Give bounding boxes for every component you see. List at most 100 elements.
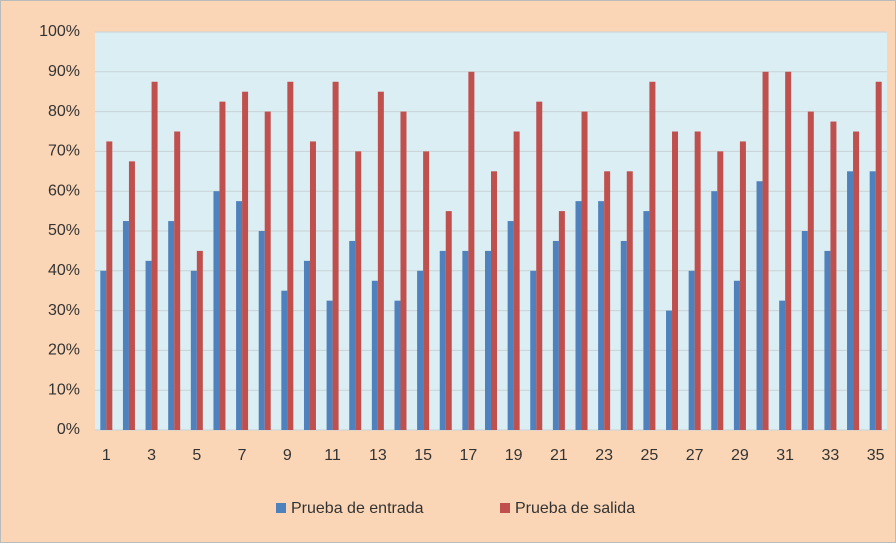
bar xyxy=(779,300,786,430)
bar xyxy=(694,131,701,430)
y-tick-label: 80% xyxy=(48,103,80,120)
bar xyxy=(875,81,882,430)
bar xyxy=(190,270,197,430)
x-tick-label: 15 xyxy=(414,447,432,464)
bar xyxy=(423,151,430,430)
bar xyxy=(145,260,152,430)
bar xyxy=(355,151,362,430)
x-tick-label: 3 xyxy=(147,447,156,464)
bar xyxy=(558,211,565,430)
x-tick-label: 21 xyxy=(550,447,568,464)
bar xyxy=(643,211,650,430)
bar xyxy=(536,101,543,431)
bar xyxy=(649,81,656,430)
bar xyxy=(739,141,746,430)
bar xyxy=(287,81,294,430)
bar xyxy=(196,250,203,430)
bar xyxy=(236,201,243,430)
bar xyxy=(242,91,249,430)
y-tick-label: 0% xyxy=(57,421,80,438)
x-tick-label: 27 xyxy=(686,447,704,464)
x-tick-label: 29 xyxy=(731,447,749,464)
bar xyxy=(106,141,113,430)
bar xyxy=(151,81,158,430)
bar xyxy=(349,240,356,430)
x-tick-label: 7 xyxy=(238,447,247,464)
bar xyxy=(785,71,792,431)
bar xyxy=(445,211,452,430)
bar xyxy=(853,131,860,430)
x-tick-label: 33 xyxy=(822,447,840,464)
bar xyxy=(258,231,265,430)
y-tick-label: 50% xyxy=(48,222,80,239)
bar xyxy=(552,240,559,430)
bar xyxy=(626,171,633,431)
bar xyxy=(711,191,718,430)
x-tick-label: 13 xyxy=(369,447,387,464)
bar xyxy=(462,250,469,430)
x-tick-label: 5 xyxy=(192,447,201,464)
bar xyxy=(491,171,497,431)
x-tick-label: 35 xyxy=(867,447,885,464)
bar xyxy=(581,111,588,430)
bar xyxy=(485,250,491,430)
bar xyxy=(122,221,129,430)
bar xyxy=(213,191,220,430)
bar xyxy=(264,111,271,430)
legend-swatch xyxy=(276,503,286,513)
y-tick-label: 30% xyxy=(48,302,80,319)
bar xyxy=(309,141,316,430)
y-tick-label: 90% xyxy=(48,63,80,80)
y-tick-label: 100% xyxy=(39,23,80,40)
bar xyxy=(672,131,679,430)
bar xyxy=(468,71,475,431)
y-tick-label: 60% xyxy=(48,182,80,199)
bar xyxy=(733,280,740,430)
bar xyxy=(400,111,407,430)
y-tick-label: 70% xyxy=(48,143,80,160)
x-tick-label: 23 xyxy=(595,447,613,464)
bar xyxy=(620,240,627,430)
bar xyxy=(575,201,582,430)
legend-label: Prueba de entrada xyxy=(291,500,424,517)
bar xyxy=(219,101,226,431)
bar xyxy=(417,270,424,430)
bar xyxy=(598,201,605,430)
x-tick-label: 1 xyxy=(102,447,111,464)
bar xyxy=(168,221,175,430)
bar xyxy=(604,171,611,431)
bar xyxy=(756,181,763,430)
y-tick-label: 10% xyxy=(48,381,80,398)
y-tick-label: 20% xyxy=(48,342,80,359)
bar xyxy=(377,91,384,430)
x-tick-label: 9 xyxy=(283,447,292,464)
bar xyxy=(801,231,808,430)
bar xyxy=(394,300,401,430)
bar xyxy=(530,270,537,430)
bar xyxy=(513,131,520,430)
x-tick-label: 19 xyxy=(505,447,523,464)
bar xyxy=(439,250,446,430)
x-tick-label: 17 xyxy=(459,447,477,464)
y-tick-label: 40% xyxy=(48,262,80,279)
bar xyxy=(507,221,514,430)
bar xyxy=(824,250,831,430)
bar xyxy=(303,260,310,430)
bar xyxy=(807,111,814,430)
legend-label: Prueba de salida xyxy=(515,500,635,517)
bar xyxy=(128,161,135,430)
bar xyxy=(717,151,724,430)
bar xyxy=(174,131,181,430)
bar xyxy=(281,290,288,430)
bar xyxy=(100,270,107,430)
x-tick-label: 31 xyxy=(776,447,794,464)
bar xyxy=(830,121,837,431)
x-tick-label: 25 xyxy=(641,447,659,464)
bar xyxy=(326,300,333,430)
bar xyxy=(688,270,695,430)
bar xyxy=(847,171,854,431)
bar xyxy=(869,171,876,431)
bar xyxy=(332,81,339,430)
bar xyxy=(371,280,378,430)
